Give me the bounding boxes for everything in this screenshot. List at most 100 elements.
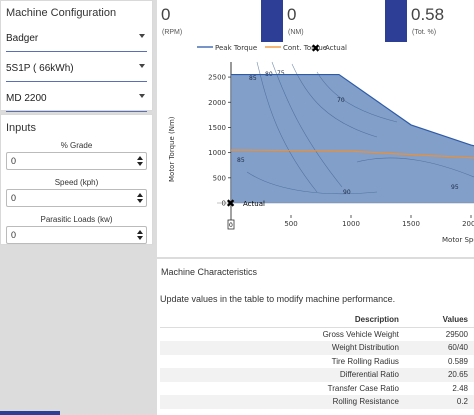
parasitic-label: Parasitic Loads (kw) xyxy=(40,215,113,224)
peak-torque-line xyxy=(231,73,474,147)
row-description: Rolling Resistance xyxy=(160,395,405,409)
contour-label: 70 xyxy=(337,97,345,104)
x-tick-label: 1000 xyxy=(342,220,360,228)
machine-config-title: Machine Configuration xyxy=(6,7,117,19)
characteristics-subtitle: Update values in the table to modify mac… xyxy=(160,294,396,304)
x-tick-label: 1500 xyxy=(402,220,420,228)
actual-label: Actual xyxy=(243,200,265,208)
x-axis-label: Motor Spe xyxy=(442,236,474,244)
characteristics-title: Machine Characteristics xyxy=(161,267,258,277)
efficiency-tile: 0.58 (Tot. %) xyxy=(407,0,474,42)
contour-label: 85 xyxy=(237,157,245,164)
chevron-down-icon xyxy=(139,34,145,38)
contour-line xyxy=(271,61,343,188)
speed-input[interactable]: 0 xyxy=(6,189,147,207)
increment-icon[interactable] xyxy=(137,230,143,234)
bottom-indicator xyxy=(0,411,60,415)
y-axis-label: Motor Torque (Nm) xyxy=(168,116,176,182)
grade-value: 0 xyxy=(11,156,17,166)
contour-label: 95 xyxy=(451,184,459,191)
torque-accent xyxy=(385,0,407,42)
description-header: Description xyxy=(160,312,405,328)
machine-config-card: Machine Configuration Badger 5S1P ( 66kW… xyxy=(0,0,153,112)
actual-marker: ✖ xyxy=(226,197,235,210)
row-description: Differential Ratio xyxy=(160,368,405,382)
legend-cont-label: Cont. Torque xyxy=(283,44,327,52)
row-value[interactable]: 0.2 xyxy=(404,395,474,409)
increment-icon[interactable] xyxy=(137,156,143,160)
y-tick-label: 1000 xyxy=(208,149,226,157)
torque-value: 0 xyxy=(287,5,297,24)
contour-line xyxy=(316,71,398,123)
machine-select[interactable]: Badger xyxy=(6,26,147,52)
row-description: Tire Rolling Radius xyxy=(331,356,399,366)
values-header: Values xyxy=(404,312,474,328)
torque-chart-svg[interactable]: Peak Torque Cont. Torque ✖ Actual Motor … xyxy=(157,42,474,257)
contour-label: 75 xyxy=(277,70,285,77)
actual-x-flag xyxy=(227,219,235,230)
chevron-down-icon xyxy=(139,64,145,68)
actual-x-flag-label: 0 xyxy=(229,222,233,229)
y-tick-label: 2000 xyxy=(208,99,226,107)
legend-actual-label: Actual xyxy=(325,44,347,52)
row-value[interactable]: 29500 xyxy=(445,330,468,339)
grade-label: % Grade xyxy=(60,141,93,150)
rpm-value: 0 xyxy=(161,5,171,24)
contour-line xyxy=(356,157,474,178)
torque-label: (NM) xyxy=(288,29,304,36)
chevron-down-icon xyxy=(139,94,145,98)
battery-select-value: 5S1P ( 66kWh) xyxy=(6,63,74,74)
efficiency-value: 0.58 xyxy=(411,5,445,24)
table-header-row: Description Values xyxy=(160,312,474,328)
speed-label: Speed (kph) xyxy=(54,178,99,187)
torque-chart[interactable]: Peak Torque Cont. Torque ✖ Actual Motor … xyxy=(157,42,474,257)
parasitic-value: 0 xyxy=(11,230,17,240)
decrement-icon[interactable] xyxy=(137,199,143,203)
row-description: Transfer Case Ratio xyxy=(327,383,399,393)
row-value[interactable]: 60/40 xyxy=(404,341,474,355)
y-tick-label: 500 xyxy=(213,174,226,182)
x-tick-label: 2000 xyxy=(462,220,474,228)
torque-tile: 0 (NM) xyxy=(283,0,407,42)
contour-label: 85 xyxy=(249,75,257,82)
cont-torque-line xyxy=(230,149,474,159)
machine-select-value: Badger xyxy=(6,33,39,44)
row-value[interactable]: 20.65 xyxy=(404,368,474,382)
y-ticks: 0 500 1000 1500 2000 2500 xyxy=(208,74,231,208)
rpm-label: (RPM) xyxy=(162,29,183,36)
parasitic-input[interactable]: 0 xyxy=(6,226,147,244)
motor-select-value: MD 2200 xyxy=(6,93,47,104)
table-row: Tire Rolling Radius 0.589 xyxy=(160,355,474,369)
inputs-card: Inputs % Grade 0 Speed (kph) 0 Parasitic… xyxy=(0,114,153,245)
rpm-accent xyxy=(261,0,283,42)
decrement-icon[interactable] xyxy=(137,236,143,240)
inputs-title: Inputs xyxy=(6,122,36,134)
battery-select[interactable]: 5S1P ( 66kWh) xyxy=(6,56,147,82)
contour-line xyxy=(246,171,378,195)
legend-actual-marker: ✖ xyxy=(311,42,320,55)
table-row: Weight Distribution 60/40 xyxy=(160,341,474,355)
table-row: Differential Ratio 20.65 xyxy=(160,368,474,382)
legend-peak-label: Peak Torque xyxy=(215,44,257,52)
grade-input[interactable]: 0 xyxy=(6,152,147,170)
y-tick-label: 0 xyxy=(222,200,226,208)
speed-value: 0 xyxy=(11,193,17,203)
row-description: Weight Distribution xyxy=(160,341,405,355)
table-row: Gross Vehicle Weight 29500 xyxy=(160,328,474,342)
y-tick-label: 1500 xyxy=(208,124,226,132)
left-panel: Machine Configuration Badger 5S1P ( 66kW… xyxy=(0,0,155,415)
efficiency-region xyxy=(231,74,474,203)
decrement-icon[interactable] xyxy=(137,162,143,166)
row-value[interactable]: 2.48 xyxy=(452,383,468,393)
legend: Peak Torque Cont. Torque ✖ Actual xyxy=(197,42,347,55)
table-row: Rolling Resistance 0.2 xyxy=(160,395,474,409)
motor-select[interactable]: MD 2200 xyxy=(6,86,147,112)
increment-icon[interactable] xyxy=(137,193,143,197)
row-description: Gross Vehicle Weight xyxy=(322,330,399,339)
table-row: Transfer Case Ratio 2.48 xyxy=(160,382,474,396)
machine-characteristics-card: Machine Characteristics Update values in… xyxy=(157,259,474,415)
contour-line xyxy=(256,61,318,193)
x-tick-label: 500 xyxy=(284,220,297,228)
row-value[interactable]: 0.589 xyxy=(447,356,468,366)
